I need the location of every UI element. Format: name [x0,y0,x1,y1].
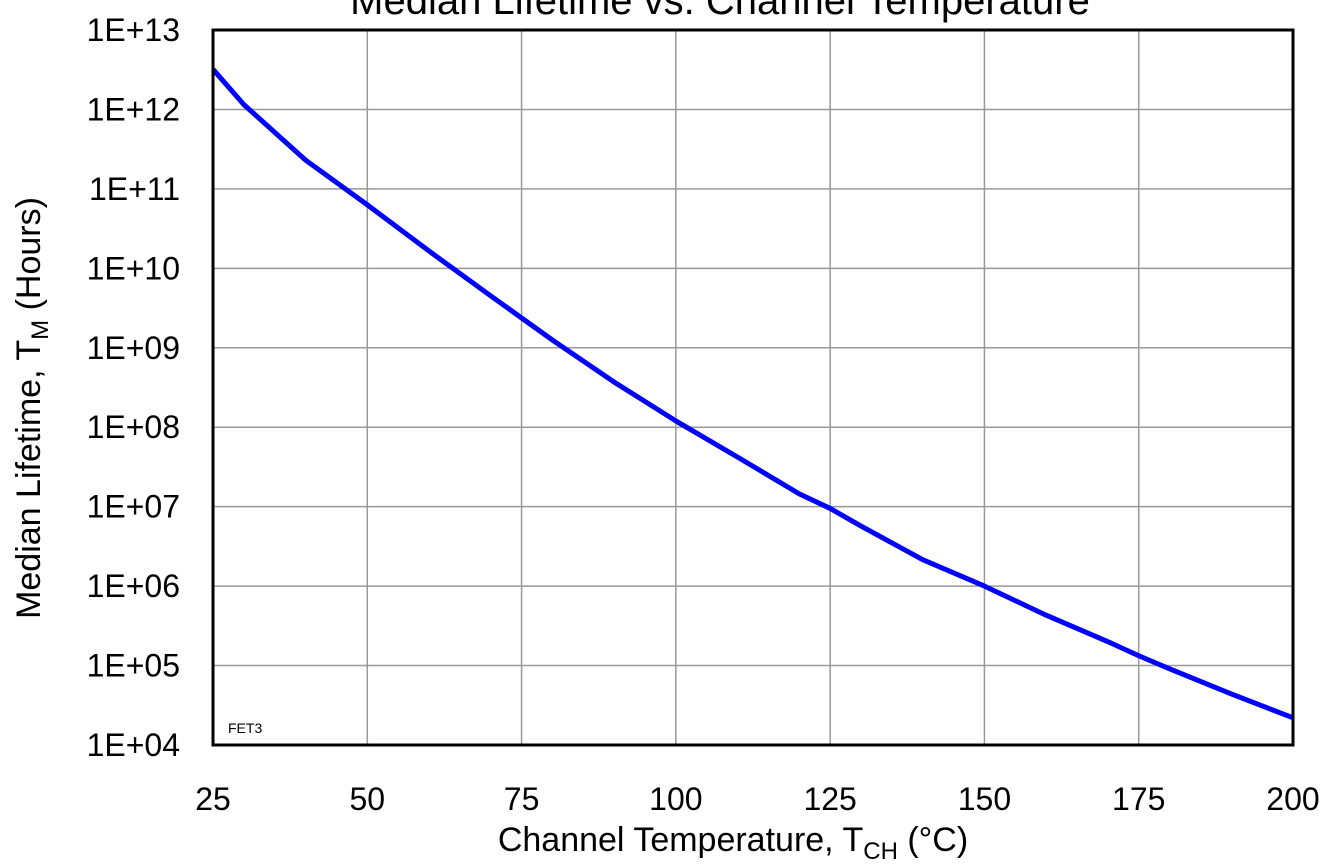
x-tick-label: 200 [1266,781,1319,817]
y-axis-title-sub: M [27,320,54,340]
y-tick-label: 1E+10 [87,250,180,286]
grid [212,29,1294,746]
y-tick-label: 1E+12 [87,91,180,127]
x-tick-label: 175 [1112,781,1165,817]
x-axis-title-sub: CH [863,838,898,865]
y-tick-label: 1E+08 [87,409,180,445]
x-axis-title: Channel Temperature, TCH (°C) [498,821,968,865]
x-tick-label: 75 [504,781,540,817]
x-tick-label: 25 [195,781,231,817]
y-tick-label: 1E+11 [89,171,180,207]
x-tick-labels: 25 50 75 100 125 150 175 200 [195,781,1319,817]
x-tick-label: 100 [649,781,702,817]
y-tick-label: 1E+07 [87,489,180,525]
plot-frame [211,28,1295,747]
y-axis-title-suffix: (Hours) [10,197,48,320]
chart-title: Median Lifetime vs. Channel Temperature [350,0,1090,23]
x-tick-label: 150 [958,781,1011,817]
y-tick-labels: 1E+04 1E+05 1E+06 1E+07 1E+08 1E+09 1E+10 1E+11… [87,12,180,763]
y-tick-label: 1E+06 [87,568,180,604]
y-tick-label: 1E+09 [87,330,180,366]
y-axis-title-main: Median Lifetime, T [10,340,48,619]
series-annotation: FET3 [228,720,262,736]
x-axis-title-main: Channel Temperature, T [498,821,863,859]
y-axis-title: Median Lifetime, TM (Hours) [10,197,54,619]
x-tick-label: 125 [803,781,856,817]
y-tick-label: 1E+13 [87,12,180,48]
x-tick-label: 50 [349,781,385,817]
y-tick-label: 1E+04 [87,727,180,763]
series-layer [211,67,1294,721]
y-tick-label: 1E+05 [87,648,180,684]
series-line-0 [211,67,1294,721]
x-axis-title-suffix: (°C) [898,821,968,859]
